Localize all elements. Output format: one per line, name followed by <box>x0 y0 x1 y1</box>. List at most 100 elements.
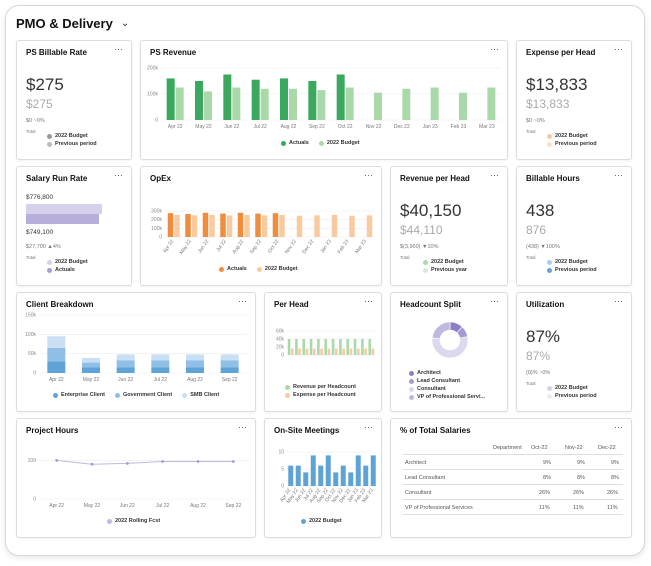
bar <box>272 213 279 237</box>
bar <box>331 214 338 237</box>
bar <box>296 215 303 237</box>
bar <box>308 81 317 120</box>
bar <box>310 455 316 486</box>
more-options-icon[interactable]: ··· <box>238 422 247 432</box>
bar <box>339 339 342 355</box>
legend: 2022 Budget Previous period <box>547 385 597 401</box>
x-tick-label: Sep 22 <box>309 124 325 130</box>
kpi-budget: 876 <box>526 223 547 237</box>
more-options-icon[interactable]: ··· <box>614 422 623 432</box>
card-title: Client Breakdown <box>26 300 94 309</box>
legend-swatch <box>547 141 552 147</box>
table-cell: 9% <box>543 460 551 466</box>
bar <box>290 348 294 355</box>
bar <box>260 88 269 120</box>
card-title: Billable Hours <box>526 174 580 183</box>
y-tick-label: 0 <box>155 118 158 124</box>
bar-segment <box>47 347 66 362</box>
project-hours-chart: 0 100 Apr 22 May 22 Jun 22 Jul 22 Aug 22 Sep 22 <box>28 458 251 509</box>
card-opex: OpEx ··· 0 100k 200k 300k Apr 22 May 22 Jun 22… <box>140 166 382 286</box>
kpi-value: 87% <box>526 327 561 346</box>
legend-swatch <box>547 259 552 265</box>
y-tick-label: 5 <box>281 467 284 473</box>
legend: 2022 Budget Actuals <box>47 259 88 275</box>
legend-swatch <box>47 141 52 147</box>
chevron-down-icon[interactable]: ⌄ <box>120 18 130 29</box>
more-options-icon[interactable]: ··· <box>364 296 373 306</box>
bar-segment <box>47 336 66 348</box>
bar <box>191 215 198 237</box>
more-options-icon[interactable]: ··· <box>490 44 499 54</box>
x-tick-label: Sep 22 <box>225 503 241 509</box>
legend-label: 2022 Budget <box>555 385 588 391</box>
more-options-icon[interactable]: ··· <box>114 44 123 54</box>
x-tick-label: May 22 <box>195 124 212 130</box>
dashboard-header[interactable]: PMO & Delivery ⌄ <box>16 16 129 31</box>
opex-chart: 0 100k 200k 300k Apr 22 May 22 Jun 22 Jul 22 Aug… <box>151 209 375 256</box>
bar <box>279 214 285 237</box>
table-cell: 11% <box>573 505 584 511</box>
table-cell: 8% <box>611 475 619 481</box>
legend-swatch <box>281 140 286 146</box>
more-options-icon[interactable]: ··· <box>114 170 123 180</box>
legend-swatch <box>547 385 552 391</box>
legend-label: 2022 Budget <box>55 259 88 265</box>
table-cell: 26% <box>607 490 619 496</box>
legend-swatch <box>409 370 414 376</box>
card-expense-per-head: Expense per Head ··· $13,833 $13,833 $0 … <box>516 40 632 160</box>
bar <box>288 465 294 486</box>
legend-label: VP of Professional Servi... <box>417 394 486 400</box>
x-tick-label: Jun 22 <box>224 124 239 130</box>
more-options-icon[interactable]: ··· <box>238 296 247 306</box>
bar <box>331 339 335 355</box>
legend: Actuals 2022 Budget <box>281 140 360 146</box>
bar <box>232 87 241 120</box>
card-billable-hours: Billable Hours ··· 438 876 (438) ▼100% T… <box>516 166 632 286</box>
bar-segment <box>186 354 204 361</box>
bar <box>295 339 298 355</box>
total-label: Total <box>526 255 536 260</box>
kpi-budget: $13,833 <box>526 97 570 111</box>
legend-swatch <box>547 267 552 273</box>
bar <box>333 472 339 486</box>
bar <box>325 455 331 486</box>
table-cell: 9% <box>577 460 585 466</box>
table-cell: 11% <box>607 505 618 511</box>
bar-segment <box>151 367 170 373</box>
kpi-value: 438 <box>526 201 555 220</box>
bar <box>202 212 209 237</box>
legend-swatch <box>107 518 112 524</box>
y-tick-label: 200k <box>147 66 158 72</box>
budget-bar <box>26 204 102 214</box>
y-tick-label: 300k <box>151 209 162 215</box>
card-title: Expense per Head <box>526 48 596 57</box>
more-options-icon[interactable]: ··· <box>490 296 499 306</box>
y-tick-label: 0 <box>281 353 284 359</box>
bar <box>287 339 291 355</box>
x-tick-label: Jul 22 <box>154 377 168 383</box>
more-options-icon[interactable]: ··· <box>614 296 623 306</box>
card-project-hours: Project Hours ··· 0 100 Apr 22 May 22 Jun 22… <box>16 418 256 538</box>
card-title: PS Billable Rate <box>26 48 87 57</box>
bar-segment <box>82 362 100 368</box>
table-cell: 11% <box>539 505 550 511</box>
kpi-budget: $275 <box>26 97 53 111</box>
more-options-icon[interactable]: ··· <box>614 44 623 54</box>
legend-swatch <box>301 518 306 524</box>
table-cell: 26% <box>573 490 585 496</box>
legend-label: Revenue per Headcount <box>293 384 356 390</box>
bar-segment <box>186 367 204 373</box>
y-tick-label: 100k <box>151 226 162 232</box>
card-title: PS Revenue <box>150 48 197 57</box>
bar <box>364 348 367 355</box>
more-options-icon[interactable]: ··· <box>364 170 373 180</box>
bar <box>302 339 306 355</box>
y-tick-label: 0 <box>281 484 284 490</box>
headcount-donut <box>431 321 469 359</box>
more-options-icon[interactable]: ··· <box>614 170 623 180</box>
bar <box>361 339 364 355</box>
data-point <box>196 460 200 463</box>
more-options-icon[interactable]: ··· <box>490 170 499 180</box>
more-options-icon[interactable]: ··· <box>364 422 373 432</box>
